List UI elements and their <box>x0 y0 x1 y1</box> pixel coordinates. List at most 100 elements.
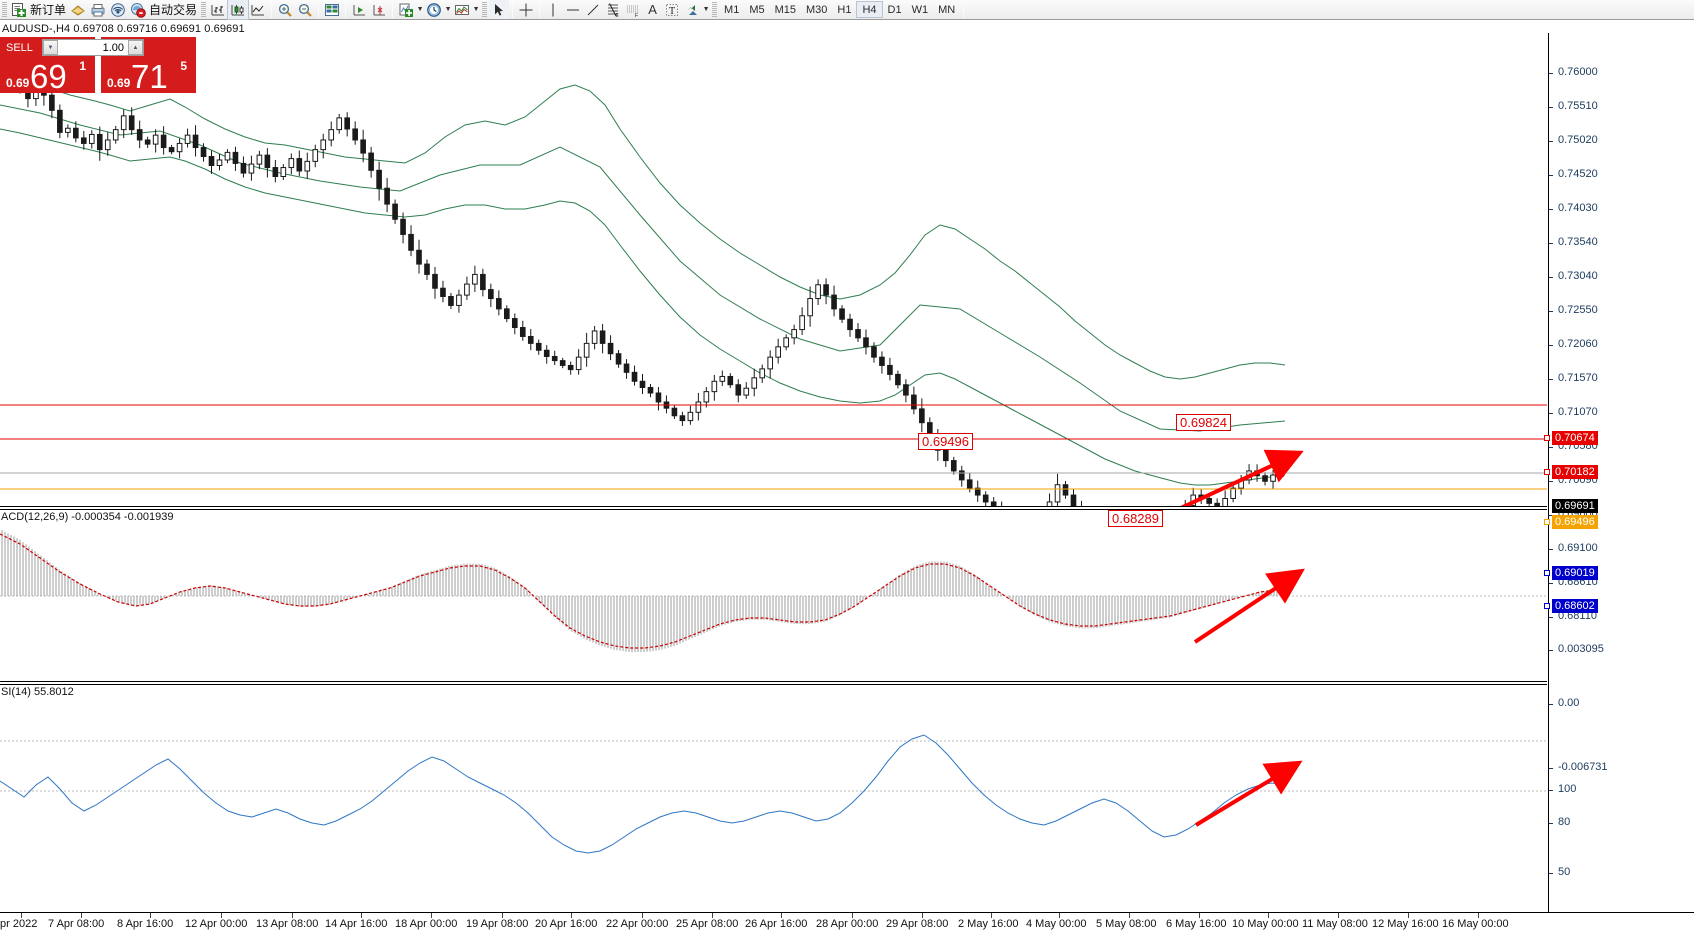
label-tool-icon[interactable]: T <box>662 0 682 19</box>
rsi-pane[interactable]: SI(14) 55.8012 <box>0 684 1547 912</box>
signals-icon[interactable] <box>108 0 128 19</box>
time-tick-mark <box>1129 913 1130 918</box>
equidistant-channel-icon[interactable]: F <box>623 0 643 19</box>
level-drag-handle[interactable] <box>1544 603 1550 609</box>
trendline-icon[interactable] <box>583 0 603 19</box>
tab-timeframe-h1[interactable]: H1 <box>837 3 852 16</box>
tab-timeframe-w1[interactable]: W1 <box>911 3 929 16</box>
print-icon[interactable] <box>88 0 108 19</box>
toolbar-grip-3[interactable] <box>482 1 488 18</box>
arrows-icon[interactable] <box>682 0 702 19</box>
indicators-dropdown-arrow[interactable]: ▼ <box>416 6 424 13</box>
horizontal-line-icon[interactable] <box>563 0 583 19</box>
rsi-tick: 80 <box>1549 816 1570 828</box>
templates-icon[interactable] <box>452 0 472 19</box>
tab-timeframe-m30[interactable]: M30 <box>806 3 828 16</box>
tab-timeframe-mn[interactable]: MN <box>938 3 956 16</box>
line-chart-icon[interactable] <box>248 0 268 19</box>
sell-price: 0.69 69 1 <box>0 57 95 95</box>
price-tick: 0.76000 <box>1549 66 1598 78</box>
time-tick-mark <box>781 913 782 918</box>
time-tick-mark <box>1338 913 1339 918</box>
time-axis-label: pr 2022 <box>0 918 38 930</box>
price-level-tag-support[interactable]: 0.68602 <box>1552 599 1598 613</box>
crosshair-icon[interactable] <box>516 0 536 19</box>
level-drag-handle[interactable] <box>1544 469 1550 475</box>
price-pane[interactable] <box>0 33 1547 507</box>
price-level-tag-pivot[interactable]: 0.69496 <box>1552 515 1598 529</box>
price-scale[interactable]: 0.76000 0.75510 0.75020 0.74520 0.74030 0.735… <box>1544 33 1694 936</box>
lot-volume-stepper[interactable]: ▼ 1.00 ▲ <box>42 39 144 56</box>
text-tool-icon[interactable]: A <box>643 0 662 19</box>
time-tick-mark <box>361 913 362 918</box>
templates-dropdown-arrow[interactable]: ▼ <box>472 6 480 13</box>
price-tick: 0.75020 <box>1549 134 1598 146</box>
price-level-tag-resistance[interactable]: 0.70182 <box>1552 465 1598 479</box>
vertical-line-icon[interactable] <box>543 0 563 19</box>
periods-icon[interactable] <box>424 0 444 19</box>
time-tick-mark <box>1059 913 1060 918</box>
lot-increase-button[interactable]: ▲ <box>128 40 143 55</box>
shift-start-icon[interactable] <box>349 0 369 19</box>
data-window-icon[interactable] <box>322 0 342 19</box>
price-level-tag-support[interactable]: 0.69019 <box>1552 566 1598 580</box>
price-level-tag-last-price[interactable]: 0.69691 <box>1552 499 1598 513</box>
toolbar-separator-2 <box>318 1 320 18</box>
rsi-tick: 100 <box>1549 783 1576 795</box>
on-chart-label-0[interactable]: 0.69824 <box>1176 414 1231 431</box>
level-drag-handle[interactable] <box>1544 519 1550 525</box>
tab-timeframe-d1[interactable]: D1 <box>887 3 902 16</box>
shift-end-icon[interactable] <box>369 0 389 19</box>
price-tick: 0.74520 <box>1549 168 1598 180</box>
sell-price-big: 69 <box>30 58 67 95</box>
buy-price-sup: 5 <box>180 59 187 73</box>
zoom-out-icon[interactable] <box>295 0 315 19</box>
tab-timeframe-m5[interactable]: M5 <box>749 3 765 16</box>
chart-container[interactable]: ACD(12,26,9) -0.000354 -0.001939 SI(14) … <box>0 33 1694 937</box>
tab-timeframe-m15[interactable]: M15 <box>774 3 796 16</box>
price-tick: 0.72060 <box>1549 338 1598 350</box>
time-axis-label: 6 May 16:00 <box>1166 918 1227 930</box>
cursor-icon[interactable] <box>489 0 510 19</box>
zoom-in-icon[interactable] <box>275 0 295 19</box>
periods-dropdown-arrow[interactable]: ▼ <box>444 6 452 13</box>
price-trend-arrow <box>1180 449 1304 506</box>
time-axis-label: 8 Apr 16:00 <box>117 918 174 930</box>
time-tick-mark <box>292 913 293 918</box>
candlestick-icon[interactable] <box>227 0 250 20</box>
tab-timeframe-m1[interactable]: M1 <box>724 3 740 16</box>
bar-chart-icon[interactable] <box>208 0 228 19</box>
level-drag-handle[interactable] <box>1544 435 1550 441</box>
price-tick: 0.72550 <box>1549 304 1598 316</box>
auto-trading-label[interactable]: 自动交易 <box>149 3 198 17</box>
indicators-icon[interactable] <box>396 0 416 19</box>
toolbar-grip-4[interactable] <box>712 1 718 18</box>
lot-volume-input[interactable]: 1.00 <box>102 41 124 54</box>
level-drag-handle[interactable] <box>1544 570 1550 576</box>
auto-trading-icon[interactable] <box>128 0 148 19</box>
sell-label: SELL <box>6 41 33 54</box>
on-chart-label-1[interactable]: 0.69496 <box>918 433 973 450</box>
lot-decrease-button[interactable]: ▼ <box>43 40 58 55</box>
tab-timeframe-h4[interactable]: H4 <box>856 1 883 18</box>
fibonacci-icon[interactable]: E <box>603 0 623 19</box>
new-order-label[interactable]: 新订单 <box>30 3 67 17</box>
time-tick-mark <box>502 913 503 918</box>
macd-pane[interactable]: ACD(12,26,9) -0.000354 -0.001939 <box>0 509 1547 682</box>
toolbar-grip[interactable] <box>2 1 7 18</box>
time-scale[interactable]: pr 2022 7 Apr 08:00 8 Apr 16:00 12 Apr 00:0… <box>0 912 1694 937</box>
arrows-dropdown-arrow[interactable]: ▼ <box>702 6 710 13</box>
new-order-icon[interactable] <box>9 0 29 19</box>
expert-advisor-icon[interactable] <box>68 0 88 19</box>
on-chart-label-2[interactable]: 0.68289 <box>1108 510 1163 527</box>
time-axis-label: 12 May 16:00 <box>1372 918 1439 930</box>
price-level-tag-resistance[interactable]: 0.70674 <box>1552 431 1598 445</box>
time-axis-label: 25 Apr 08:00 <box>676 918 739 930</box>
time-tick-mark <box>81 913 82 918</box>
toolbar-grip-2[interactable] <box>201 1 207 18</box>
rsi-trend-arrow <box>1194 760 1303 827</box>
time-tick-mark <box>1199 913 1200 918</box>
time-axis-label: 26 Apr 16:00 <box>745 918 808 930</box>
macd-tick: 0.003095 <box>1549 643 1604 655</box>
time-tick-mark <box>712 913 713 918</box>
